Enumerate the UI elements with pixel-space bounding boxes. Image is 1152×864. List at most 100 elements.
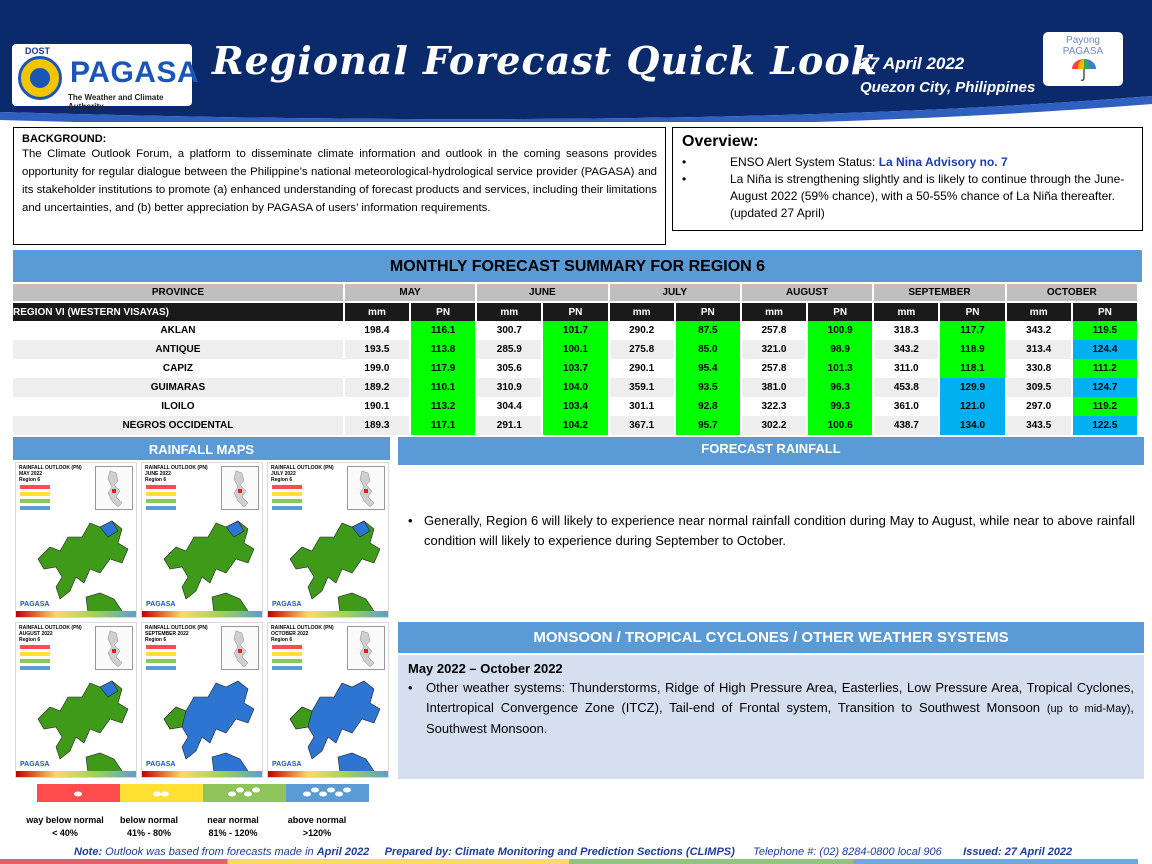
pn-cell: 104.2 bbox=[542, 416, 610, 435]
table-row: NEGROS OCCIDENTAL 189.3 117.1 291.1 104.2 367… bbox=[13, 416, 1140, 435]
pagasa-logo: DOST PAGASA The Weather and Climate Auth… bbox=[12, 44, 199, 111]
mm-cell: 309.5 bbox=[1005, 378, 1073, 397]
enso-prefix: ENSO Alert System Status: bbox=[730, 155, 879, 169]
pn-cell: 101.3 bbox=[807, 359, 875, 378]
pn-cell: 117.9 bbox=[410, 359, 478, 378]
pn-cell: 85.0 bbox=[674, 340, 742, 359]
pn-cell: 95.7 bbox=[674, 416, 742, 435]
map-legend bbox=[146, 485, 176, 513]
mm-cell: 300.7 bbox=[476, 321, 544, 340]
summary-title: MONTHLY FORECAST SUMMARY FOR REGION 6 bbox=[13, 250, 1142, 282]
pn-cell: 113.2 bbox=[410, 397, 478, 416]
pn-cell: 103.4 bbox=[542, 397, 610, 416]
location-inset bbox=[95, 466, 133, 510]
legend-segment bbox=[37, 784, 120, 802]
forecast-rainfall-header: FORECAST RAINFALL bbox=[398, 437, 1144, 465]
mm-cell: 310.9 bbox=[476, 378, 544, 397]
brand-name: PAGASA bbox=[70, 56, 200, 89]
month-header: JULY bbox=[608, 284, 742, 302]
map-color-bar bbox=[16, 611, 136, 617]
payong-pagasa-logo: Payong PAGASA bbox=[1043, 32, 1123, 86]
payong-line2: PAGASA bbox=[1062, 46, 1104, 57]
monsoon-period: May 2022 – October 2022 bbox=[408, 661, 563, 676]
map-pagasa-mark: PAGASA bbox=[272, 601, 302, 608]
monsoon-text-a: Other weather systems: Thunderstorms, Ri… bbox=[426, 680, 1134, 715]
mm-cell: 318.3 bbox=[873, 321, 941, 340]
map-title: RAINFALL OUTLOOK (PN) MAY 2022 Region 6 bbox=[19, 465, 82, 483]
pn-cell: 104.0 bbox=[542, 378, 610, 397]
map-legend bbox=[272, 485, 302, 513]
background-section: BACKGROUND: The Climate Outlook Forum, a… bbox=[13, 127, 666, 245]
month-header-row: PROVINCE MAY JUNE JULY AUGUST SEPTEMBER OCTOB… bbox=[13, 284, 1140, 302]
rainfall-legend-bar bbox=[37, 784, 369, 802]
footer-note-label: Note: bbox=[74, 846, 103, 858]
province-cell: AKLAN bbox=[13, 321, 345, 340]
month-header: SEPTEMBER bbox=[873, 284, 1007, 302]
philippines-inset-icon bbox=[359, 470, 375, 508]
mm-cell: 321.0 bbox=[740, 340, 809, 359]
mm-cell: 361.0 bbox=[873, 397, 941, 416]
pn-cell: 121.0 bbox=[939, 397, 1007, 416]
mm-cell: 359.1 bbox=[608, 378, 676, 397]
map-color-bar bbox=[268, 611, 388, 617]
mm-cell: 190.1 bbox=[343, 397, 412, 416]
mm-cell: 302.2 bbox=[740, 416, 809, 435]
bullet-icon: • bbox=[408, 513, 413, 528]
pn-cell: 98.9 bbox=[807, 340, 875, 359]
pn-cell: 87.5 bbox=[674, 321, 742, 340]
pn-cell: 92.8 bbox=[674, 397, 742, 416]
umbrella-icon bbox=[1072, 59, 1096, 81]
mm-cell: 198.4 bbox=[343, 321, 412, 340]
mm-cell: 193.5 bbox=[343, 340, 412, 359]
pn-cell: 124.7 bbox=[1071, 378, 1140, 397]
mm-cell: 322.3 bbox=[740, 397, 809, 416]
overview-heading: Overview: bbox=[682, 133, 759, 150]
philippines-inset-icon bbox=[233, 470, 249, 508]
forecast-rainfall-text: • Generally, Region 6 will likely to exp… bbox=[408, 511, 1135, 551]
table-row: ANTIQUE 193.5 113.8 285.9 100.1 275.8 85.0 321.… bbox=[13, 340, 1140, 359]
mm-cell: 199.0 bbox=[343, 359, 412, 378]
forecast-rainfall-body: Generally, Region 6 will likely to exper… bbox=[424, 513, 1135, 548]
background-heading: BACKGROUND: bbox=[22, 133, 107, 145]
pn-cell: 95.4 bbox=[674, 359, 742, 378]
map-legend bbox=[272, 645, 302, 673]
forecast-summary-table: PROVINCE MAY JUNE JULY AUGUST SEPTEMBER OCTOB… bbox=[13, 284, 1140, 435]
la-nina-item: La Niña is strengthening slightly and is… bbox=[682, 171, 1133, 222]
legend-label: above normal >120% bbox=[272, 814, 362, 840]
monsoon-header: MONSOON / TROPICAL CYCLONES / OTHER WEAT… bbox=[398, 622, 1144, 653]
header-date: 27 April 2022 bbox=[860, 54, 965, 73]
pn-cell: 119.5 bbox=[1071, 321, 1140, 340]
rainfall-maps-grid: RAINFALL OUTLOOK (PN) MAY 2022 Region 6 P… bbox=[13, 460, 390, 780]
legend-category: above normal bbox=[287, 815, 347, 825]
pn-cell: 111.2 bbox=[1071, 359, 1140, 378]
pn-header: PN bbox=[939, 301, 1007, 321]
legend-segment bbox=[120, 784, 203, 802]
mm-cell: 301.1 bbox=[608, 397, 676, 416]
mm-cell: 367.1 bbox=[608, 416, 676, 435]
province-cell: NEGROS OCCIDENTAL bbox=[13, 416, 345, 435]
legend-label: way below normal < 40% bbox=[20, 814, 110, 840]
cloud-icon bbox=[228, 787, 260, 797]
payong-line1: Payong bbox=[1066, 35, 1100, 46]
mm-cell: 381.0 bbox=[740, 378, 809, 397]
rainfall-map: RAINFALL OUTLOOK (PN) OCTOBER 2022 Regio… bbox=[267, 622, 389, 778]
pn-header: PN bbox=[807, 301, 875, 321]
mm-cell: 285.9 bbox=[476, 340, 544, 359]
legend-range: < 40% bbox=[52, 828, 78, 838]
pn-cell: 122.5 bbox=[1071, 416, 1140, 435]
rainfall-map: RAINFALL OUTLOOK (PN) MAY 2022 Region 6 P… bbox=[15, 462, 137, 618]
mm-cell: 290.1 bbox=[608, 359, 676, 378]
rainfall-map: RAINFALL OUTLOOK (PN) JUNE 2022 Region 6… bbox=[141, 462, 263, 618]
region-label: REGION VI (WESTERN VISAYAS) bbox=[13, 301, 345, 321]
monsoon-text: • Other weather systems: Thunderstorms, … bbox=[408, 678, 1134, 739]
map-title: RAINFALL OUTLOOK (PN) OCTOBER 2022 Regio… bbox=[271, 625, 334, 643]
table-row: CAPIZ 199.0 117.9 305.6 103.7 290.1 95.4 257.8 1… bbox=[13, 359, 1140, 378]
cloud-icon bbox=[153, 791, 169, 797]
legend-segment bbox=[286, 784, 369, 802]
mm-cell: 305.6 bbox=[476, 359, 544, 378]
pn-cell: 100.9 bbox=[807, 321, 875, 340]
legend-label: near normal 81% - 120% bbox=[188, 814, 278, 840]
province-cell: ILOILO bbox=[13, 397, 345, 416]
pn-cell: 117.7 bbox=[939, 321, 1007, 340]
legend-range: 81% - 120% bbox=[208, 828, 258, 838]
